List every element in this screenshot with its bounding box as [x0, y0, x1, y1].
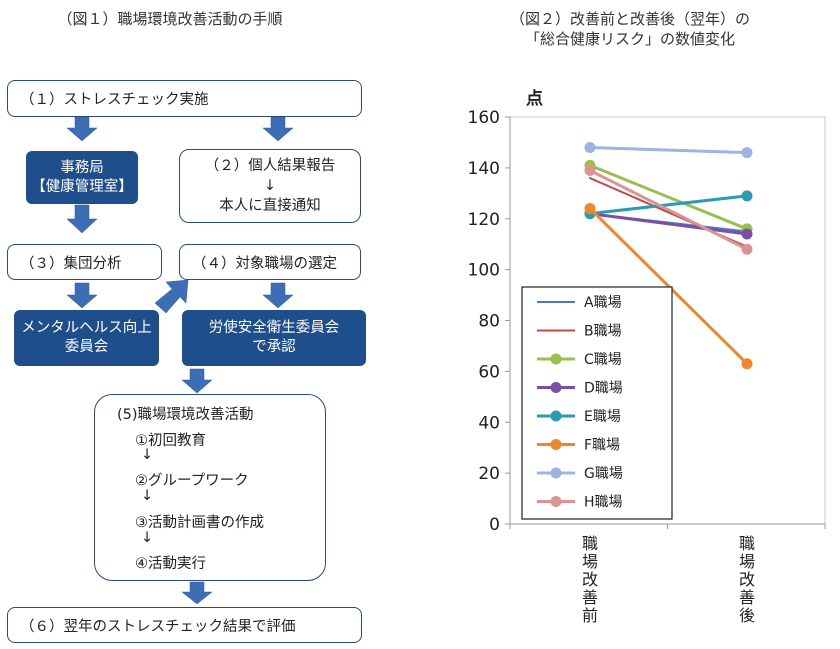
legend-box	[521, 286, 673, 520]
y-axis-label: 点	[526, 88, 543, 109]
step5-item-1: ①初回教育	[135, 433, 206, 449]
x-category-label-char: 前	[582, 606, 598, 625]
series-line-D職場	[588, 212, 749, 236]
data-point-G職場	[741, 147, 753, 159]
down-arrow-icon	[66, 204, 98, 234]
step4-label: （４）対象職場の選定	[192, 255, 337, 272]
data-point-D職場	[741, 228, 753, 240]
y-tick-label: 100	[468, 261, 500, 281]
step1-box: （１）ストレスチェック実施	[7, 80, 362, 117]
data-point-F職場	[584, 203, 596, 215]
series-line-H職場	[588, 168, 749, 251]
y-tick-label: 60	[478, 362, 500, 382]
step3-label: （３）集団分析	[20, 255, 122, 272]
safety-label-2: で承認	[252, 339, 296, 355]
step5-item-2: ②グループワーク	[135, 473, 249, 489]
x-category-label-char: 場	[739, 552, 755, 571]
flow-arrows	[66, 116, 294, 605]
office-label-1: 事務局	[60, 159, 104, 176]
mental-label-2: 委員会	[64, 339, 109, 355]
data-point-G職場	[584, 142, 596, 154]
x-category-label-char: 善	[582, 588, 598, 607]
legend-swatch-marker	[550, 382, 562, 393]
step4-box: （４）対象職場の選定	[179, 244, 361, 280]
down-arrow-icon	[262, 116, 294, 142]
step2-label-1: （２）個人結果報告	[204, 158, 336, 174]
line-chart: 点020406080100120140160職場改善前職場改善後A職場B職場C職…	[468, 88, 826, 625]
figure2-title: （図２）改善前と改善後（翌年）の 「総合健康リスク」の数値変化	[455, 9, 805, 49]
step5-arrow-3: ↓	[141, 530, 154, 546]
figure2-title-line2: 「総合健康リスク」の数値変化	[524, 30, 735, 48]
step5-arrow-1: ↓	[141, 447, 154, 463]
figure2-title-line1: （図２）改善前と改善後（翌年）の	[509, 10, 750, 28]
series-line-F職場	[588, 207, 749, 366]
legend-entry: C職場	[584, 352, 622, 368]
step5-item-4: ④活動実行	[135, 556, 206, 572]
legend-swatch-marker	[550, 439, 562, 450]
x-category-label-char: 改	[739, 570, 755, 589]
legend-swatch-marker	[550, 410, 562, 422]
y-tick-label: 140	[468, 159, 500, 179]
safety-committee-box: 労使安全衛生委員会 で承認	[182, 310, 366, 366]
step6-label: （６）翌年のストレスチェック結果で評価	[20, 618, 296, 635]
y-tick-label: 120	[468, 210, 500, 230]
step5-item-3: ③活動計画書の作成	[135, 515, 264, 531]
mental-health-committee-box: メンタルヘルス向上 委員会	[14, 310, 159, 366]
data-point-E職場	[741, 190, 753, 202]
legend-entry: H職場	[584, 495, 623, 511]
y-tick-label: 160	[468, 108, 500, 128]
diagonal-arrow-icon	[154, 279, 189, 314]
series-line-C職場	[588, 163, 749, 231]
safety-label-1: 労使安全衛生委員会	[208, 320, 340, 336]
down-arrow-icon	[66, 282, 98, 309]
y-tick-label: 40	[478, 413, 500, 433]
office-label-2: 【健康管理室】	[31, 178, 133, 195]
step2-label-2: 本人に直接通知	[219, 198, 321, 214]
office-box: 事務局 【健康管理室】	[26, 151, 138, 204]
data-point-F職場	[741, 358, 753, 370]
mental-label-1: メンタルヘルス向上	[21, 320, 152, 336]
step2-arrow: ↓	[263, 178, 277, 194]
y-tick-label: 80	[478, 312, 500, 332]
figure1-title: （図１）職場環境改善活動の手順	[57, 10, 283, 28]
legend-entry: G職場	[584, 466, 623, 482]
legend-swatch-marker	[550, 467, 562, 479]
x-category-label-char: 場	[582, 552, 598, 571]
legend-entry: B職場	[584, 324, 622, 340]
data-point-H職場	[741, 243, 753, 255]
legend-entry: F職場	[584, 438, 620, 454]
legend-entry: D職場	[584, 381, 623, 397]
step5-box: (5)職場環境改善活動 ①初回教育 ↓ ②グループワーク ↓ ③活動計画書の作成…	[94, 394, 326, 581]
x-category-label-char: 改	[582, 570, 598, 589]
down-arrow-icon	[181, 368, 213, 394]
step3-box: （３）集団分析	[7, 244, 162, 280]
legend-swatch-marker	[550, 353, 562, 365]
step2-box: （２）個人結果報告 ↓ 本人に直接通知	[179, 149, 361, 223]
step1-label: （１）ストレスチェック実施	[20, 92, 209, 108]
x-category-label-char: 職	[582, 534, 598, 553]
step6-box: （６）翌年のストレスチェック結果で評価	[7, 607, 362, 643]
x-category-label-char: 善	[739, 588, 755, 607]
series-line-E職場	[588, 194, 749, 216]
y-tick-label: 0	[489, 515, 500, 535]
series-line-G職場	[588, 146, 749, 155]
down-arrow-icon	[262, 282, 294, 309]
down-arrow-icon	[181, 581, 213, 605]
down-arrow-icon	[66, 116, 98, 142]
step5-arrow-2: ↓	[141, 488, 154, 504]
x-category-label-char: 職	[739, 534, 755, 553]
step5-title: (5)職場環境改善活動	[117, 407, 254, 423]
x-category-label-char: 後	[739, 606, 755, 625]
y-tick-label: 20	[478, 464, 500, 484]
legend-entry: A職場	[584, 295, 622, 311]
legend-swatch-marker	[550, 496, 562, 507]
data-point-H職場	[584, 164, 596, 176]
legend-entry: E職場	[584, 409, 621, 425]
